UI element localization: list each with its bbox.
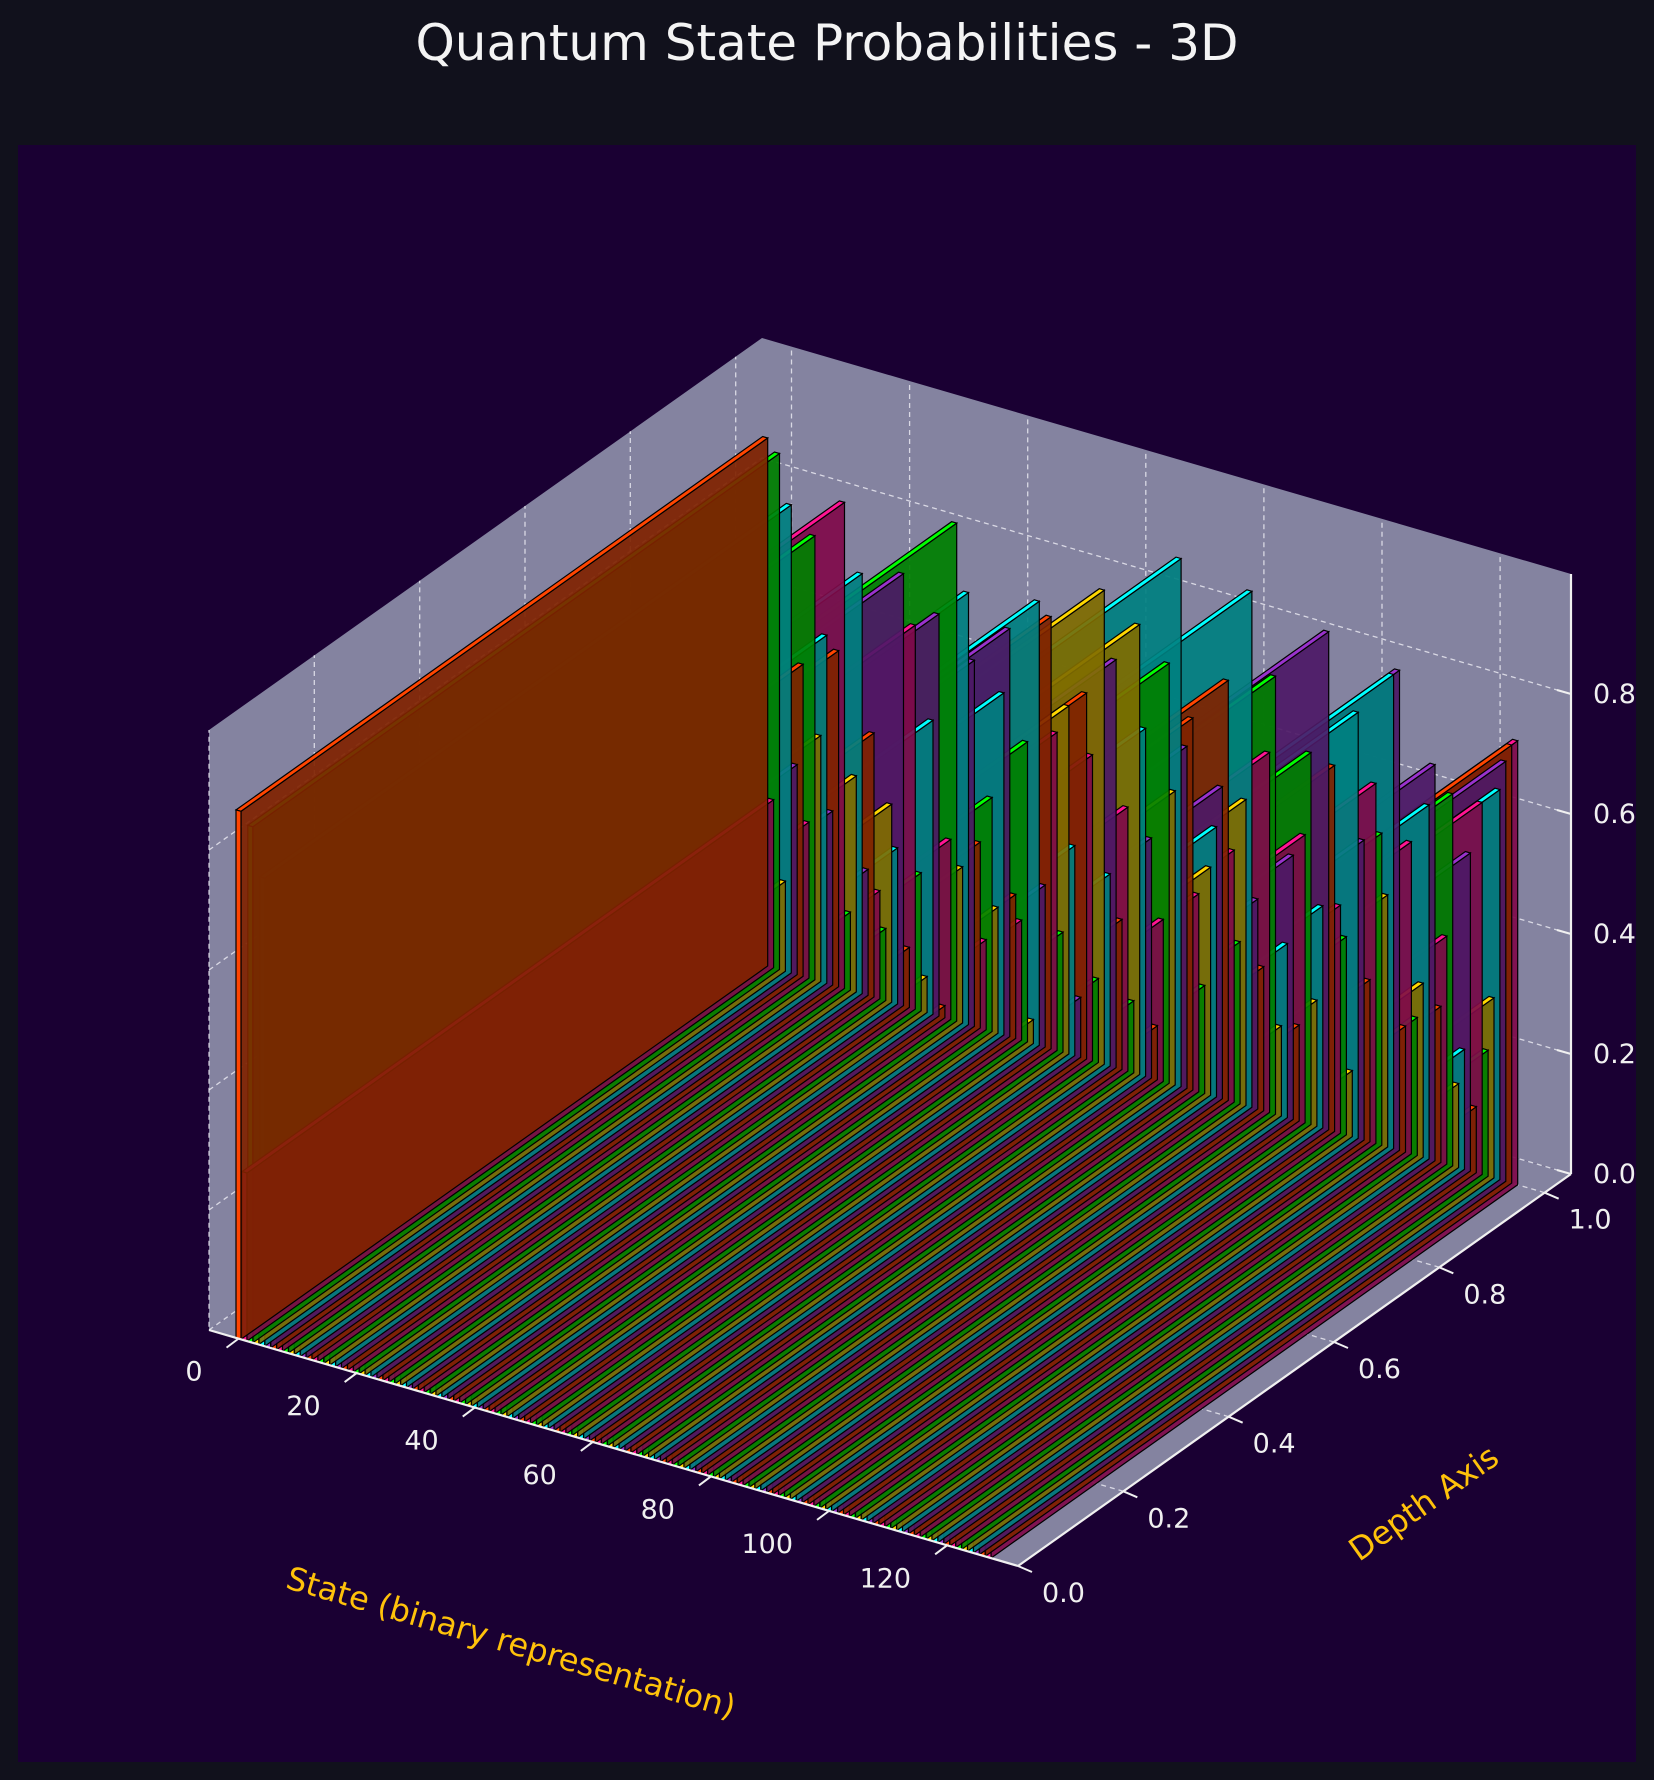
y-tick [1228, 1415, 1244, 1424]
z-tick [1556, 689, 1572, 695]
y-axis-line [1017, 1173, 1572, 1567]
x-tick [934, 1544, 948, 1556]
x-tick [698, 1475, 712, 1487]
z-tick-label: 0.2 [1593, 1039, 1636, 1070]
z-tick-label: 0.4 [1593, 919, 1636, 950]
bar-front-face [235, 809, 242, 1341]
z-tick-label: 0.8 [1593, 679, 1636, 710]
y-tick [1544, 1191, 1560, 1200]
y-tick [1438, 1266, 1454, 1275]
x-tick [580, 1441, 594, 1452]
x-tick [225, 1337, 240, 1349]
y-tick [1333, 1341, 1349, 1349]
x-tick-label: 40 [404, 1426, 438, 1457]
z-tick-label: 0.6 [1593, 799, 1636, 830]
z-tick [1556, 929, 1572, 935]
x-tick-label: 80 [641, 1494, 675, 1525]
z-tick [1556, 1169, 1572, 1175]
x-tick [462, 1406, 476, 1418]
x-tick-label: 60 [522, 1460, 556, 1491]
y-tick-label: 0.8 [1463, 1279, 1506, 1310]
x-tick-label: 20 [286, 1391, 320, 1422]
x-tick [816, 1510, 830, 1521]
x-axis-line [208, 1328, 1019, 1568]
z-tick-label: 0.0 [1593, 1159, 1636, 1190]
y-tick [1122, 1490, 1138, 1499]
x-tick-label: 100 [741, 1529, 793, 1560]
z-tick [1556, 809, 1572, 815]
y-tick-label: 0.6 [1358, 1354, 1401, 1385]
z-tick [1556, 1049, 1572, 1055]
y-tick [1017, 1565, 1033, 1573]
x-tick-label: 0 [185, 1357, 202, 1388]
chart-title: Quantum State Probabilities - 3D [415, 14, 1239, 72]
y-tick-label: 1.0 [1569, 1205, 1612, 1236]
x-tick-label: 120 [860, 1563, 912, 1594]
y-tick-label: 0.0 [1042, 1578, 1085, 1609]
y-tick-label: 0.4 [1253, 1429, 1296, 1460]
bar [234, 435, 770, 1341]
x-tick [344, 1372, 358, 1383]
y-tick-label: 0.2 [1147, 1503, 1190, 1534]
